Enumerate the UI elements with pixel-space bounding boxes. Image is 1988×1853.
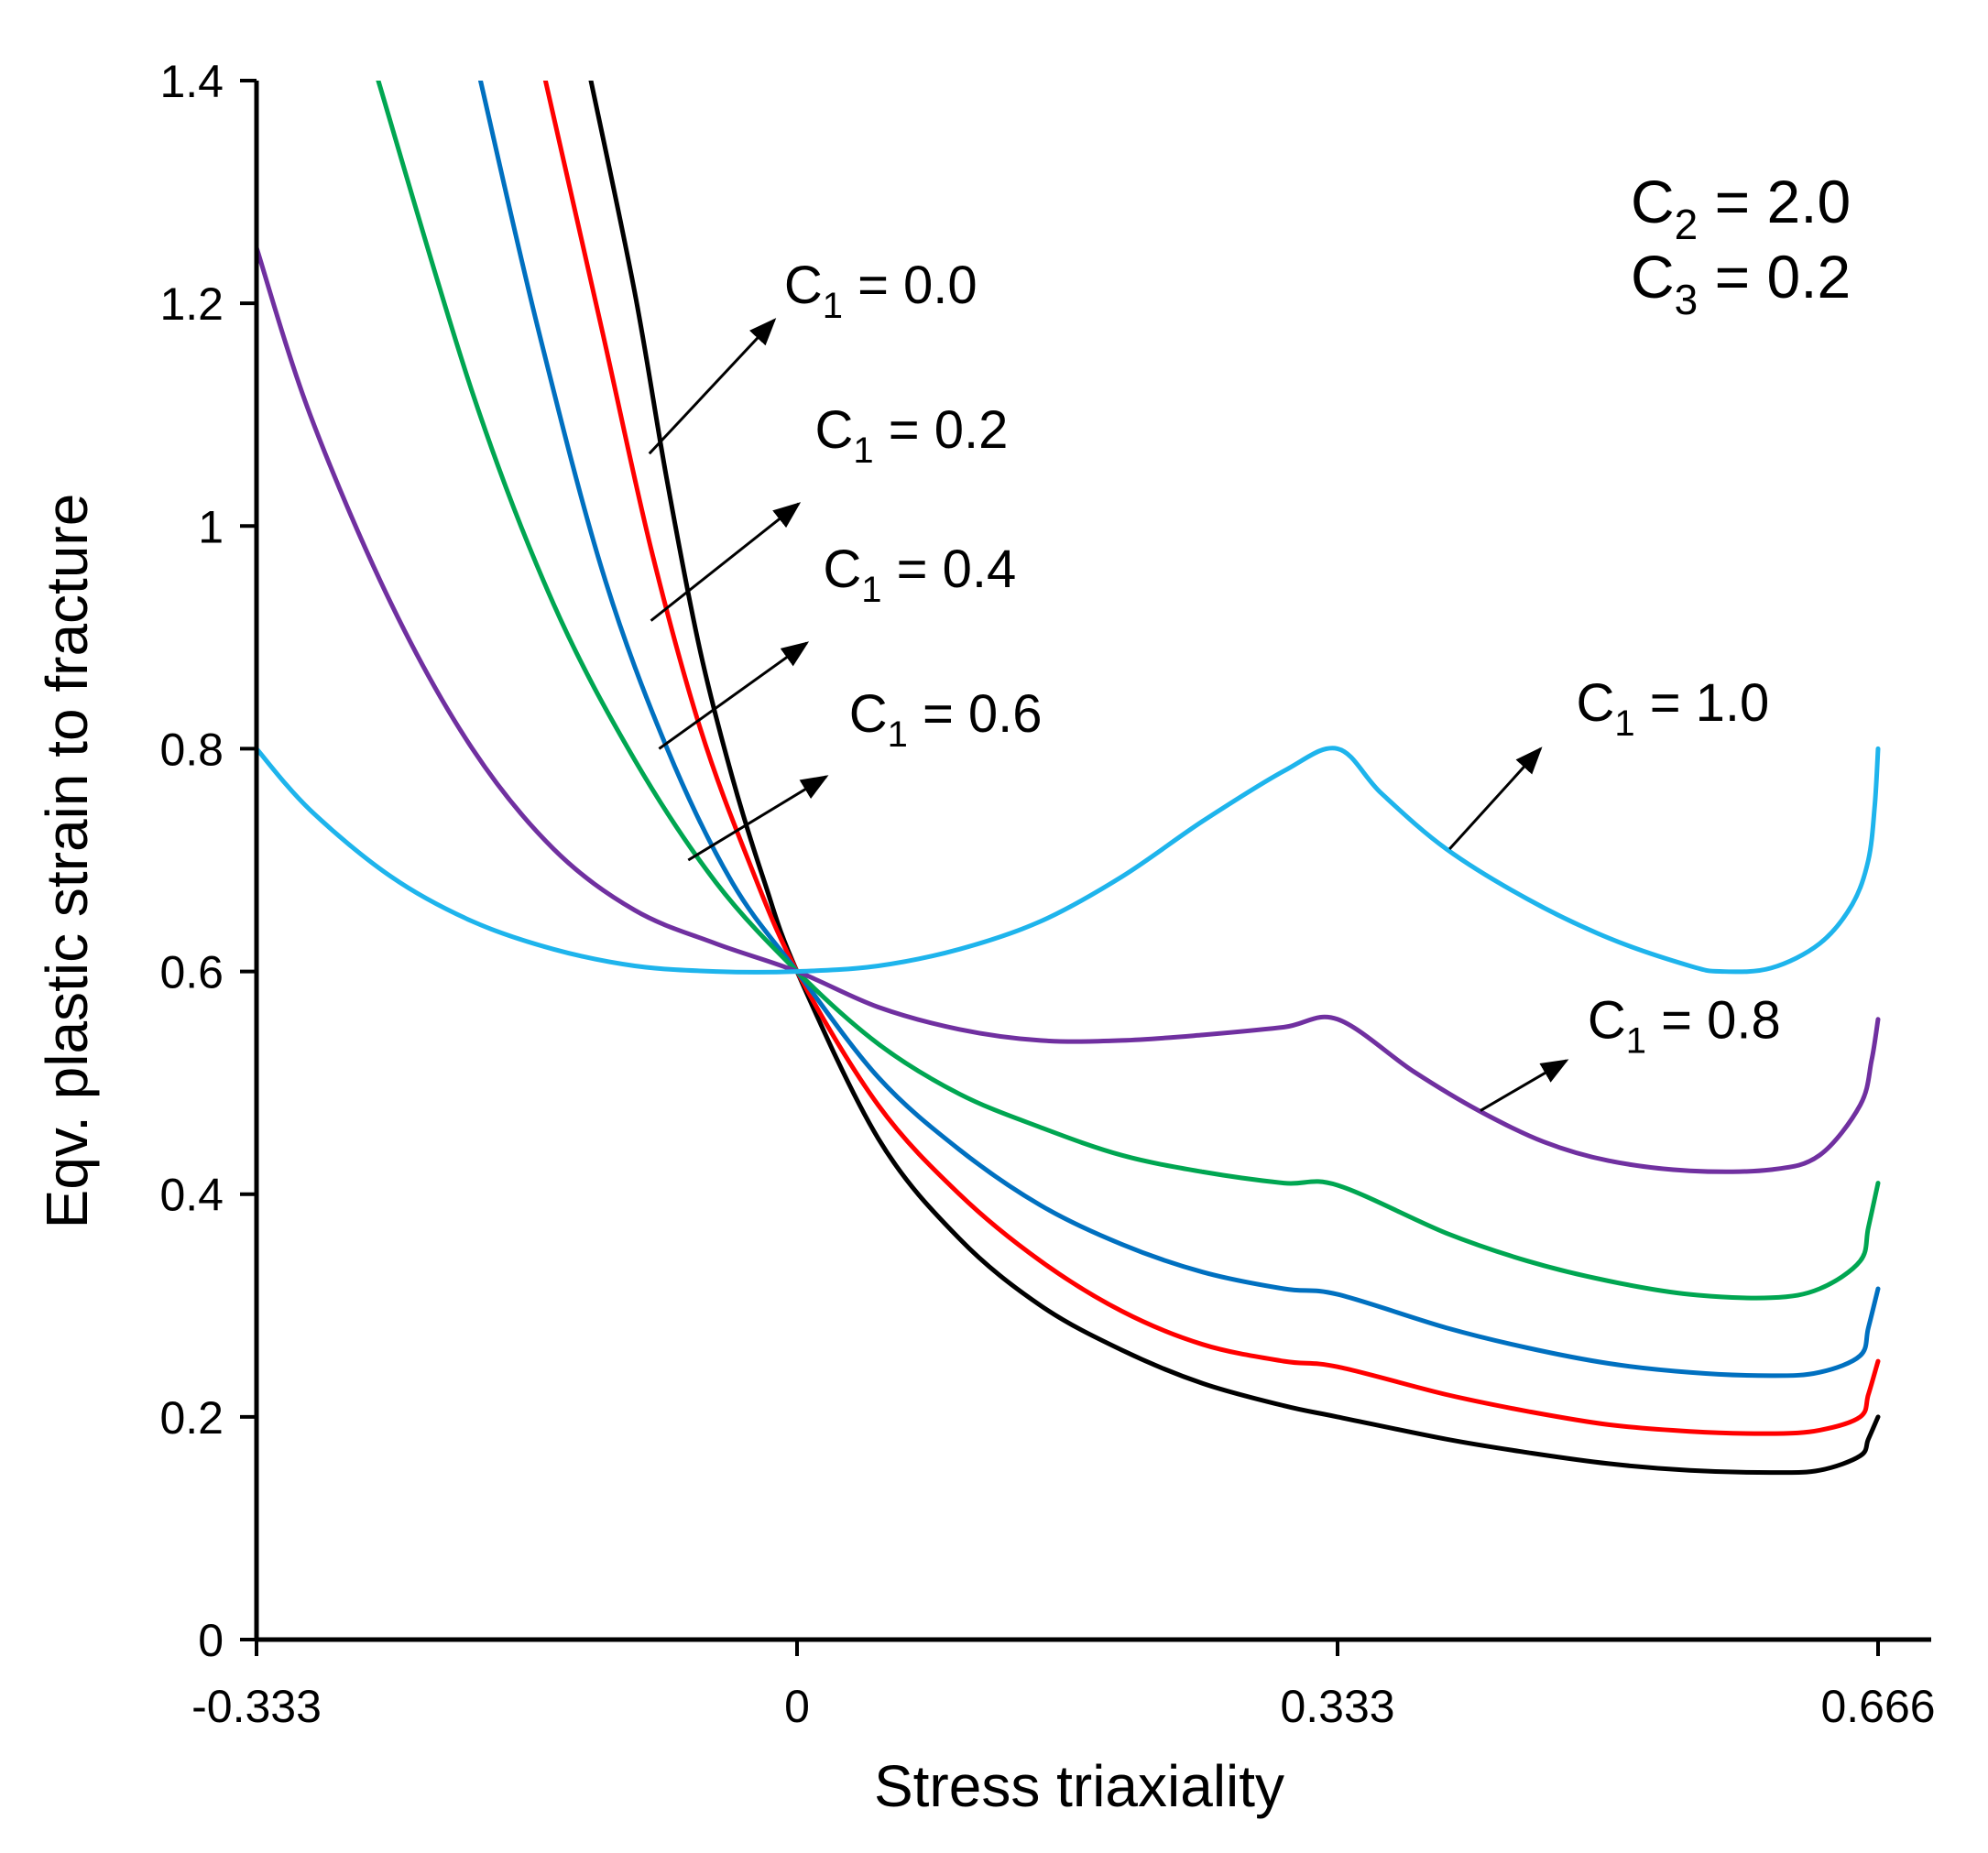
x-tick-label-2: 0.333 (1280, 1681, 1394, 1732)
annotation-label-5: C1 = 1.0 (1576, 673, 1769, 744)
annotation-arrow-4 (1480, 1059, 1569, 1112)
annotation-label-3: C1 = 0.6 (849, 684, 1043, 755)
param-c3-sub: 3 (1675, 276, 1699, 323)
param-c3-symbol: C (1631, 243, 1675, 311)
annotation-arrow-1 (650, 502, 802, 622)
y-tick-label-3: 0.6 (159, 947, 224, 998)
annotation-arrow-5 (1448, 747, 1543, 850)
annotation-label-4: C1 = 0.8 (1588, 991, 1781, 1062)
y-axis-title: Eqv. plastic strain to fracture (34, 494, 100, 1229)
series-line-1 (542, 81, 1881, 1436)
annotation-arrow-3 (687, 775, 829, 862)
y-tick-label-2: 0.4 (159, 1170, 224, 1221)
series-line-0 (588, 81, 1881, 1476)
annotation-label-2: C1 = 0.4 (823, 540, 1016, 610)
y-tick-label-7: 1.4 (159, 56, 224, 107)
annotation-label-1: C1 = 0.2 (814, 400, 1008, 471)
y-tick-label-0: 0 (198, 1615, 224, 1666)
axes (240, 79, 1931, 1656)
annotation-arrow-0 (648, 318, 777, 455)
param-c3-value: = 0.2 (1698, 243, 1851, 311)
series-line-4 (254, 245, 1881, 1174)
param-c2-symbol: C (1631, 168, 1675, 235)
y-tick-label-6: 1.2 (159, 278, 224, 330)
param-c3: C3 = 0.2 (1631, 243, 1851, 323)
tick-labels: 0 0.2 0.4 0.6 0.8 1 1.2 1.4 -0.333 0 0.333 0.666 (159, 56, 1935, 1732)
annotation-arrow-2 (658, 641, 810, 750)
x-axis-title: Stress triaxiality (874, 1753, 1284, 1819)
param-c2-value: = 2.0 (1698, 168, 1851, 235)
series-layer (254, 81, 1881, 1476)
x-tick-label-3: 0.666 (1820, 1681, 1935, 1732)
param-c2-sub: 2 (1675, 201, 1699, 248)
annotations: C1 = 0.0 C1 = 0.2 C1 = 0.4 C1 = 0.6 C1 = 0.8… (648, 256, 1781, 1112)
y-tick-label-4: 0.8 (159, 724, 224, 775)
x-tick-label-1: 0 (784, 1681, 810, 1732)
series-line-3 (376, 81, 1881, 1301)
series-line-5 (254, 746, 1881, 975)
param-c2: C2 = 2.0 (1631, 168, 1851, 248)
annotation-label-0: C1 = 0.0 (784, 256, 978, 326)
series-line-2 (478, 81, 1881, 1379)
x-tick-label-0: -0.333 (191, 1681, 322, 1732)
y-tick-label-5: 1 (198, 501, 224, 552)
y-tick-label-1: 0.2 (159, 1392, 224, 1444)
